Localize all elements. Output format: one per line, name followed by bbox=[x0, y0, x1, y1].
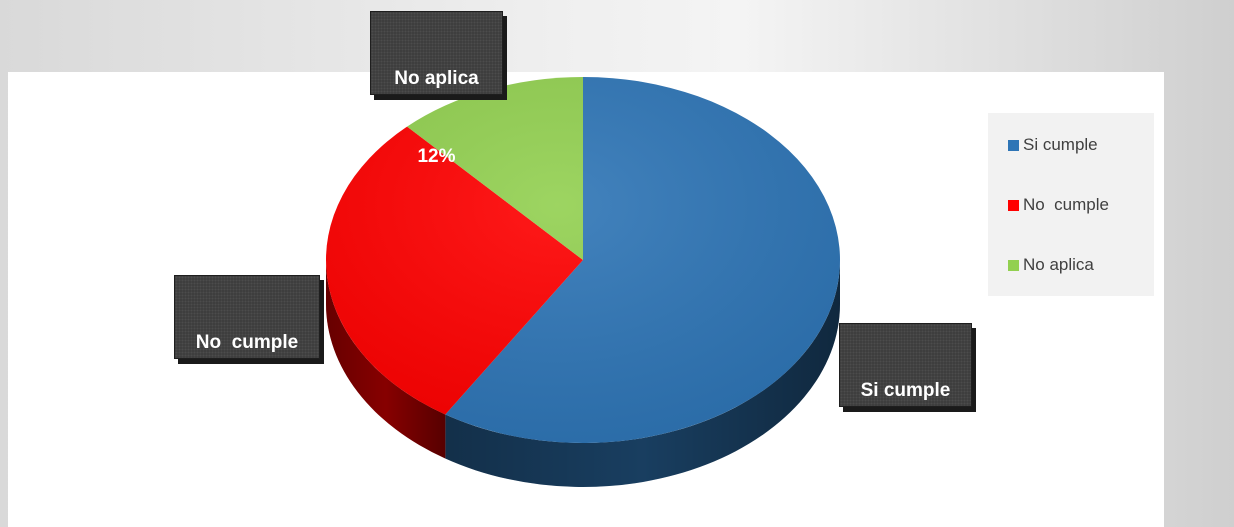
legend-item-no-cumple: No cumple bbox=[1008, 195, 1109, 215]
legend-item-si-cumple: Si cumple bbox=[1008, 135, 1098, 155]
data-label-no-aplica-value: 12% bbox=[417, 146, 456, 167]
legend-label-si-cumple: Si cumple bbox=[1023, 135, 1098, 154]
pie-tops bbox=[325, 77, 841, 444]
legend-swatch-si-cumple bbox=[1008, 139, 1019, 151]
data-label-si-cumple-value: 59% bbox=[886, 458, 925, 479]
legend-swatch-no-cumple bbox=[1008, 199, 1019, 211]
data-label-no-aplica-category: No aplica bbox=[394, 68, 479, 89]
legend-swatch-no-aplica bbox=[1008, 259, 1019, 271]
legend-item-no-aplica: No aplica bbox=[1008, 255, 1094, 275]
data-label-no-cumple-value: 29% bbox=[227, 410, 267, 431]
legend-label-no-aplica: No aplica bbox=[1023, 255, 1094, 274]
pie-side-shade-no-cumple bbox=[326, 260, 446, 459]
legend: Si cumple No cumple No aplica bbox=[988, 113, 1154, 296]
pie-side-shade-si-cumple bbox=[445, 260, 840, 487]
data-label-no-cumple-category: No cumple bbox=[195, 332, 299, 353]
pie-sides bbox=[326, 260, 840, 487]
legend-label-no-cumple: No cumple bbox=[1023, 195, 1109, 214]
data-label-no-cumple: No cumple 29% bbox=[174, 275, 320, 431]
data-label-no-aplica: No aplica 12% bbox=[370, 11, 503, 167]
data-label-si-cumple-category: Si cumple bbox=[860, 380, 951, 401]
pie-top-shading bbox=[326, 77, 840, 443]
data-label-si-cumple: Si cumple 59% bbox=[839, 323, 972, 479]
